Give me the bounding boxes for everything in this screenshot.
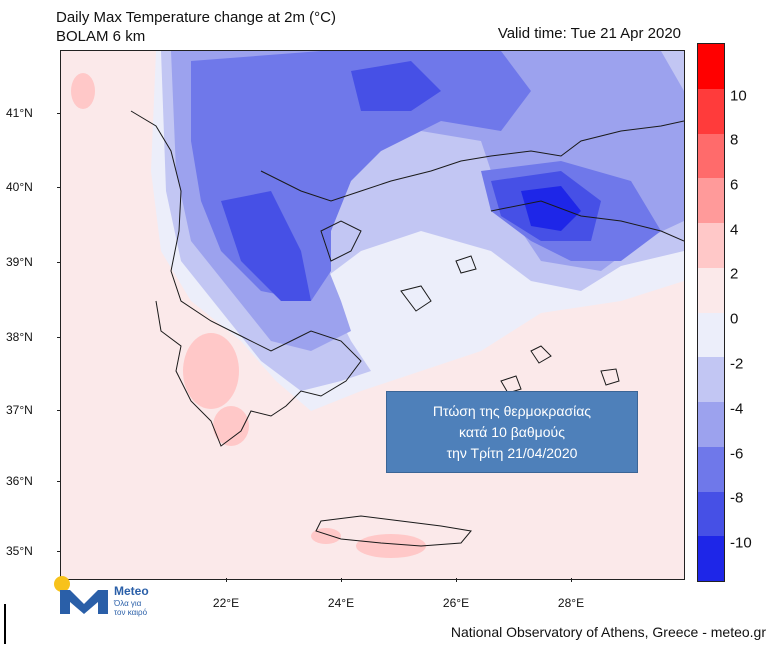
zone-minus10-west xyxy=(221,191,311,301)
colorbar-segment xyxy=(698,402,724,447)
lat-tick xyxy=(57,410,61,411)
colorbar-segment xyxy=(698,446,724,492)
lon-tick xyxy=(571,578,572,582)
lat-tick xyxy=(57,113,61,114)
info-box: Πτώση της θερμοκρασίας κατά 10 βαθμούς τ… xyxy=(386,391,638,473)
lon-tick xyxy=(341,578,342,582)
warm-patch-peloponnese xyxy=(183,333,239,409)
warm-patch-crete xyxy=(356,534,426,558)
colorbar-segment xyxy=(698,536,724,581)
lat-tick xyxy=(57,481,61,482)
zone-minus12-core xyxy=(521,186,581,231)
colorbar-segment xyxy=(698,357,724,402)
zone-minus10-north xyxy=(351,61,441,111)
colorbar-label-minus6: -6 xyxy=(730,445,744,463)
colorbar-label-6: 6 xyxy=(730,176,739,194)
coastlines xyxy=(130,110,684,547)
colorbar-label-10: 10 xyxy=(730,87,747,105)
lat-label-40: 40°N xyxy=(6,180,33,194)
lon-tick xyxy=(456,578,457,582)
title-line-2: BOLAM 6 km xyxy=(56,28,146,45)
credit-text: National Observatory of Athens, Greece -… xyxy=(450,624,766,640)
colorbar-label-minus4: -4 xyxy=(730,400,744,418)
lat-label-36: 36°N xyxy=(6,474,33,488)
colorbar-label-8: 8 xyxy=(730,131,739,149)
lon-label-28: 28°E xyxy=(557,596,585,610)
lat-label-35: 35°N xyxy=(6,544,33,558)
temperature-field xyxy=(71,51,684,558)
lat-label-41: 41°N xyxy=(6,106,33,120)
lon-tick xyxy=(226,578,227,582)
lat-tick xyxy=(57,551,61,552)
warm-patch-crete-west xyxy=(311,528,341,544)
colorbar-segment xyxy=(698,44,724,89)
colorbar-label-minus10: -10 xyxy=(730,534,752,552)
colorbar-segment xyxy=(698,223,724,268)
lat-tick xyxy=(57,337,61,338)
lat-tick xyxy=(57,187,61,188)
info-line-2: κατά 10 βαθμούς xyxy=(459,423,565,440)
corner-divider xyxy=(4,604,6,644)
colorbar-segment xyxy=(698,491,724,537)
colorbar-label-0: 0 xyxy=(730,310,739,328)
lon-label-22: 22°E xyxy=(212,596,240,610)
info-line-1: Πτώση της θερμοκρασίας xyxy=(432,402,592,419)
logo-tagline: Όλα για τον καιρό xyxy=(114,599,148,617)
lat-label-39: 39°N xyxy=(6,255,33,269)
colorbar-segment xyxy=(698,178,724,223)
colorbar-label-2: 2 xyxy=(730,265,739,283)
sun-icon xyxy=(54,576,70,592)
warm-patch-nw xyxy=(71,73,95,109)
meteo-m-icon xyxy=(60,590,108,614)
title-line-1: Daily Max Temperature change at 2m (°C) xyxy=(56,9,336,26)
warm-patch-south-pelop xyxy=(213,406,249,446)
colorbar-label-minus8: -8 xyxy=(730,489,744,507)
colorbar-label-minus2: -2 xyxy=(730,355,744,373)
lon-label-24: 24°E xyxy=(327,596,355,610)
meteo-logo: Meteo Όλα για τον καιρό xyxy=(54,576,174,617)
map-panel xyxy=(60,50,685,580)
lat-label-38: 38°N xyxy=(6,330,33,344)
lon-label-26: 26°E xyxy=(442,596,470,610)
colorbar-label-4: 4 xyxy=(730,221,739,239)
colorbar-segment xyxy=(698,133,724,179)
colorbar xyxy=(697,43,725,582)
colorbar-segment xyxy=(698,88,724,134)
lat-tick xyxy=(57,262,61,263)
logo-name: Meteo xyxy=(114,584,149,598)
colorbar-segment xyxy=(698,312,724,358)
colorbar-segment xyxy=(698,267,724,313)
info-line-3: την Τρίτη 21/04/2020 xyxy=(446,444,578,461)
lat-label-37: 37°N xyxy=(6,403,33,417)
chart-title: Daily Max Temperature change at 2m (°C) … xyxy=(56,8,336,46)
valid-time: Valid time: Tue 21 Apr 2020 xyxy=(497,25,681,42)
